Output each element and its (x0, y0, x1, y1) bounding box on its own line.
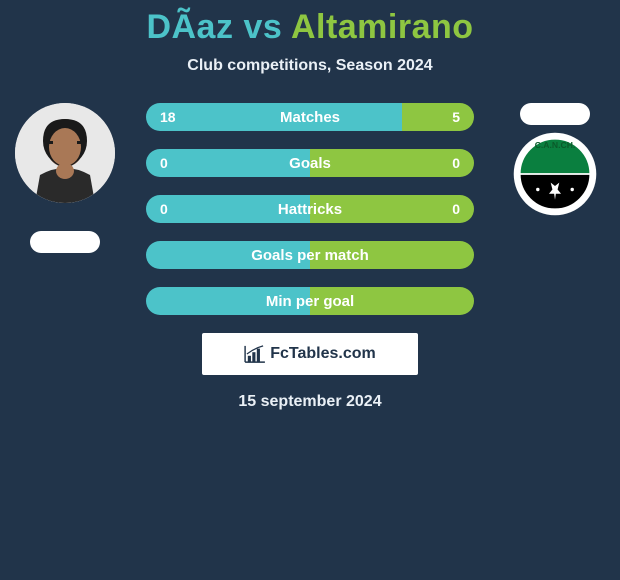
stat-bars: 18 5 Matches 0 0 Goals 0 0 Hattricks Goals per ma… (120, 103, 500, 315)
stat-right-value: 0 (452, 155, 460, 171)
subtitle: Club competitions, Season 2024 (187, 57, 432, 75)
player2-badge: C.A.N.CH. (512, 131, 598, 217)
stat-label: Goals (289, 155, 331, 172)
vs-text: vs (243, 8, 282, 46)
stat-label: Matches (280, 109, 340, 126)
stat-bar-left-fill (146, 149, 310, 177)
stat-bar: 18 5 Matches (146, 103, 474, 131)
stat-left-value: 0 (160, 155, 168, 171)
player1-avatar (15, 103, 115, 203)
badge-text: C.A.N.CH. (535, 140, 576, 150)
comparison-title: DÃ­az vs Altamirano (146, 8, 473, 47)
stat-left-value: 0 (160, 201, 168, 217)
watermark-text: FcTables.com (270, 345, 376, 363)
stat-bar: 0 0 Hattricks (146, 195, 474, 223)
player1-photo-placeholder (15, 103, 115, 203)
stat-left-value: 18 (160, 109, 176, 125)
stat-label: Goals per match (251, 247, 369, 264)
watermark: FcTables.com (202, 333, 418, 375)
stat-right-value: 5 (452, 109, 460, 125)
player2-marker (520, 103, 590, 125)
player2-column: C.A.N.CH. (500, 103, 610, 217)
stat-right-value: 0 (452, 201, 460, 217)
stat-bar-right-fill (402, 103, 474, 131)
player1-column (10, 103, 120, 253)
player2-name: Altamirano (291, 8, 474, 46)
stat-label: Min per goal (266, 293, 354, 310)
date-text: 15 september 2024 (238, 393, 381, 411)
chart-icon (244, 345, 266, 363)
stat-bar-left-fill (146, 103, 402, 131)
club-badge-icon: C.A.N.CH. (512, 131, 598, 217)
player1-name: DÃ­az (146, 8, 233, 46)
stat-label: Hattricks (278, 201, 342, 218)
player1-marker (30, 231, 100, 253)
stat-bar: Min per goal (146, 287, 474, 315)
stat-bar-right-fill (310, 149, 474, 177)
stat-bar: Goals per match (146, 241, 474, 269)
content-row: 18 5 Matches 0 0 Goals 0 0 Hattricks Goals per ma… (0, 103, 620, 315)
stat-bar: 0 0 Goals (146, 149, 474, 177)
